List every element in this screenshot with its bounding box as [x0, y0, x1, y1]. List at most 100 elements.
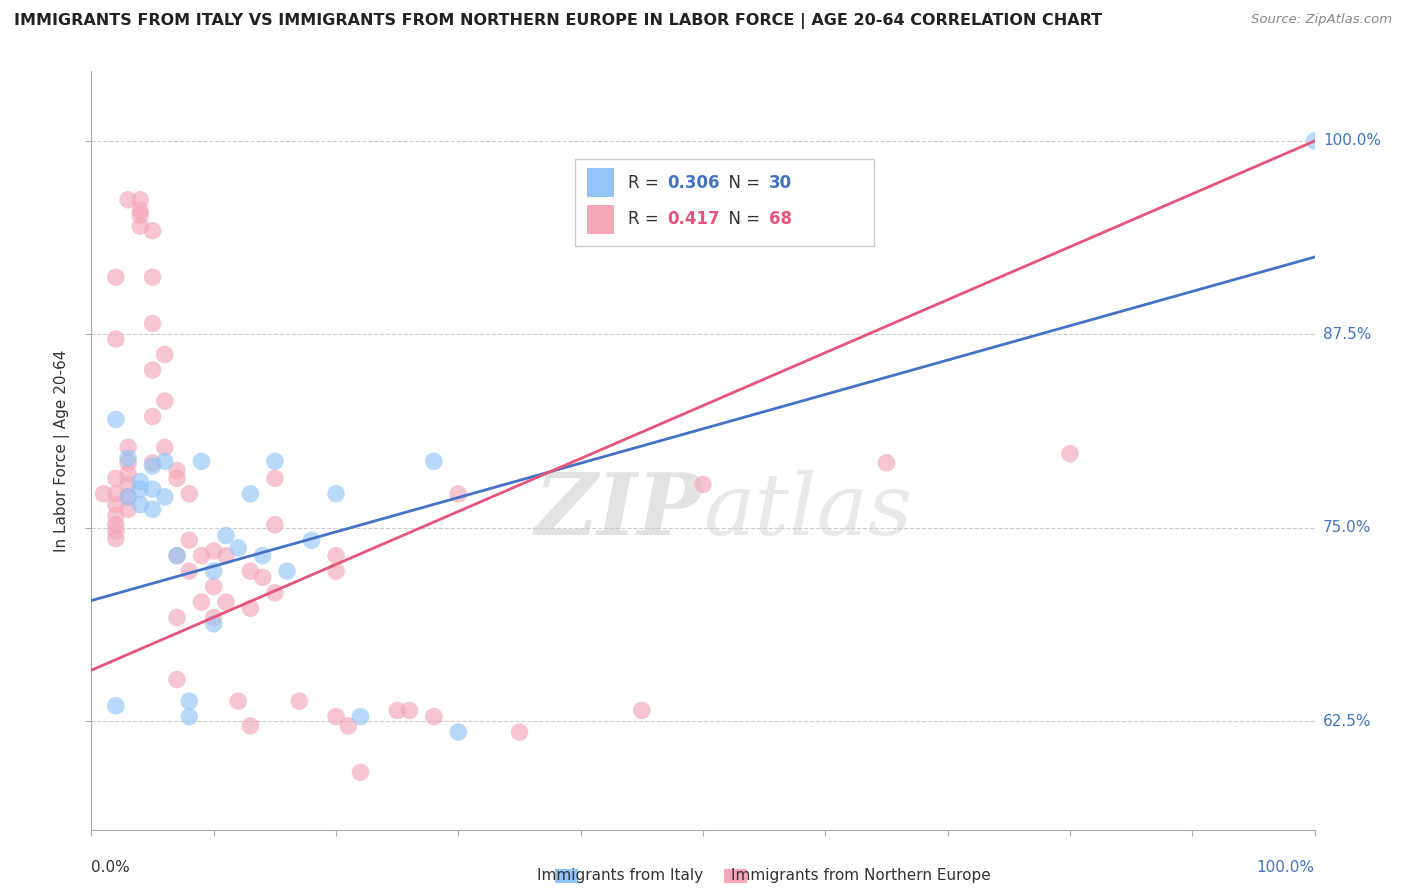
Point	[153, 393, 176, 408]
Point	[179, 564, 201, 578]
Point	[190, 454, 212, 468]
Point	[117, 490, 139, 504]
Point	[166, 610, 188, 624]
Point	[141, 270, 163, 285]
Point	[141, 363, 163, 377]
Point	[202, 616, 225, 631]
Point	[153, 490, 176, 504]
Point	[325, 549, 347, 563]
Point	[423, 709, 446, 723]
Point	[202, 610, 225, 624]
Point	[104, 532, 127, 546]
Point	[447, 487, 470, 501]
Point	[117, 451, 139, 466]
Text: R =: R =	[628, 174, 665, 192]
Point	[264, 517, 287, 532]
Point	[129, 475, 152, 489]
Point	[117, 502, 139, 516]
Point	[252, 549, 274, 563]
Text: Source: ZipAtlas.com: Source: ZipAtlas.com	[1251, 13, 1392, 27]
Point	[1059, 446, 1081, 460]
Point	[117, 456, 139, 470]
Point	[301, 533, 323, 548]
Point	[117, 467, 139, 481]
Point	[349, 709, 371, 723]
Point	[325, 487, 347, 501]
Point	[325, 564, 347, 578]
Point	[631, 703, 654, 717]
Point	[179, 709, 201, 723]
Point	[117, 441, 139, 455]
Text: IMMIGRANTS FROM ITALY VS IMMIGRANTS FROM NORTHERN EUROPE IN LABOR FORCE | AGE 20: IMMIGRANTS FROM ITALY VS IMMIGRANTS FROM…	[14, 13, 1102, 29]
Point	[141, 458, 163, 473]
Text: atlas: atlas	[703, 470, 912, 552]
Point	[337, 719, 360, 733]
Point	[239, 487, 262, 501]
Bar	[586, 169, 613, 197]
Point	[141, 317, 163, 331]
Point	[166, 549, 188, 563]
Point	[239, 564, 262, 578]
Point	[153, 441, 176, 455]
Text: 30: 30	[769, 174, 792, 192]
Point	[264, 586, 287, 600]
Point	[166, 549, 188, 563]
Text: R =: R =	[628, 211, 665, 228]
Point	[141, 482, 163, 496]
Point	[179, 533, 201, 548]
Point	[93, 487, 115, 501]
Point	[117, 193, 139, 207]
Point	[190, 549, 212, 563]
Point	[129, 482, 152, 496]
Point	[104, 487, 127, 501]
Point	[692, 477, 714, 491]
Text: 75.0%: 75.0%	[1323, 520, 1371, 535]
Point	[239, 719, 262, 733]
Point	[276, 564, 298, 578]
Point	[226, 694, 249, 708]
Point	[252, 570, 274, 584]
Point	[129, 208, 152, 222]
Point	[166, 464, 188, 478]
Text: Immigrants from Northern Europe: Immigrants from Northern Europe	[731, 869, 991, 883]
Text: 0.0%: 0.0%	[91, 860, 131, 875]
Point	[104, 698, 127, 713]
Point	[215, 595, 238, 609]
Point	[202, 580, 225, 594]
Point	[509, 725, 531, 739]
Text: ZIP: ZIP	[536, 469, 703, 553]
Text: 100.0%: 100.0%	[1323, 134, 1381, 148]
Point	[141, 409, 163, 424]
Point	[264, 454, 287, 468]
Text: 62.5%: 62.5%	[1323, 714, 1371, 729]
Bar	[586, 205, 613, 234]
Point	[190, 595, 212, 609]
Point	[117, 477, 139, 491]
Point	[385, 703, 409, 717]
Text: 68: 68	[769, 211, 792, 228]
Point	[129, 193, 152, 207]
Point	[141, 502, 163, 516]
Point	[226, 541, 249, 555]
Text: Immigrants from Italy: Immigrants from Italy	[537, 869, 703, 883]
Point	[166, 673, 188, 687]
Point	[141, 456, 163, 470]
Point	[129, 203, 152, 218]
Point	[288, 694, 311, 708]
Point	[423, 454, 446, 468]
FancyBboxPatch shape	[575, 159, 875, 245]
Text: 100.0%: 100.0%	[1257, 860, 1315, 875]
Point	[104, 412, 127, 426]
Text: 0.306: 0.306	[668, 174, 720, 192]
Point	[104, 471, 127, 485]
Point	[166, 471, 188, 485]
Point	[325, 709, 347, 723]
Point	[179, 487, 201, 501]
Text: N =: N =	[717, 174, 765, 192]
Point	[264, 471, 287, 485]
Point	[104, 332, 127, 346]
Point	[117, 490, 139, 504]
Point	[153, 454, 176, 468]
Point	[179, 694, 201, 708]
Point	[141, 224, 163, 238]
